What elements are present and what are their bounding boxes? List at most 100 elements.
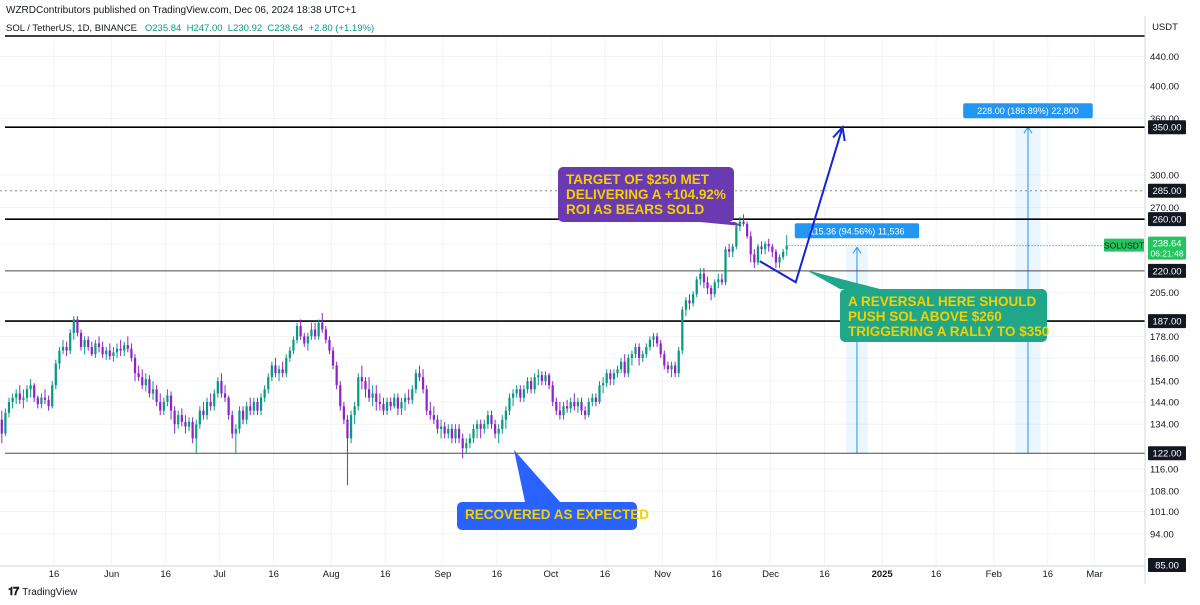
candle-body xyxy=(137,373,140,378)
measure-label-bg xyxy=(963,103,1093,119)
candle-body xyxy=(69,332,72,351)
y-tick-label: 94.00 xyxy=(1150,529,1174,540)
candle-body xyxy=(760,246,763,250)
candle-body xyxy=(601,383,605,386)
callout-text: DELIVERING A +104.92% xyxy=(566,187,726,202)
candle-body xyxy=(565,406,569,409)
candle-body xyxy=(97,343,101,347)
candle-body xyxy=(393,397,396,407)
candle-body xyxy=(605,373,608,384)
candle-body xyxy=(295,326,299,340)
candle-body xyxy=(641,354,644,358)
symbol-tag-bg xyxy=(1104,238,1144,252)
candle-body xyxy=(7,401,11,413)
candle-body xyxy=(331,350,335,366)
candle-body xyxy=(540,375,544,382)
candle-body xyxy=(659,343,662,355)
candle-body xyxy=(558,410,562,416)
candle-body xyxy=(753,254,756,263)
candle-body xyxy=(472,428,475,439)
x-tick-label: 16 xyxy=(160,569,171,580)
x-tick-label: Sep xyxy=(434,569,451,580)
candle-body xyxy=(11,397,14,402)
candle-body xyxy=(490,415,493,425)
candle-body xyxy=(292,339,295,351)
callout-tail xyxy=(700,222,742,226)
candle-body xyxy=(15,393,18,398)
candle-body xyxy=(403,397,407,402)
candle-body xyxy=(310,329,313,337)
candle-body xyxy=(479,424,482,429)
candle-body xyxy=(724,249,727,283)
candle-body xyxy=(616,369,619,374)
candle-body xyxy=(637,346,641,358)
candle-body xyxy=(25,389,29,398)
candle-body xyxy=(767,243,770,247)
candle-body xyxy=(764,243,767,250)
candle-body xyxy=(259,397,263,411)
candle-body xyxy=(746,223,749,237)
x-tick-label: Oct xyxy=(544,569,559,580)
candle-body xyxy=(22,397,25,400)
candle-body xyxy=(450,428,453,439)
level-price-label: 187.00 xyxy=(1152,317,1181,328)
candle-body xyxy=(321,322,324,330)
candle-body xyxy=(749,236,752,255)
candle-body xyxy=(627,357,630,374)
candle-body xyxy=(33,385,36,398)
candle-body xyxy=(353,406,356,416)
candle-body xyxy=(486,415,490,425)
candle-body xyxy=(335,365,338,386)
candle-body xyxy=(101,346,104,355)
candle-body xyxy=(529,381,533,390)
tradingview-logo[interactable]: 𝟏𝟕 TradingView xyxy=(8,586,77,599)
level-price-tag xyxy=(1148,446,1186,461)
candle-body xyxy=(655,336,659,344)
candle-body xyxy=(29,385,32,390)
callout-text: PUSH SOL ABOVE $260 xyxy=(848,309,1002,324)
candle-body xyxy=(241,410,245,420)
level-price-tag xyxy=(1148,314,1186,329)
candle-body xyxy=(65,346,68,351)
candle-body xyxy=(475,424,479,429)
candle-body xyxy=(648,339,652,347)
candle-body xyxy=(717,279,720,283)
candle-body xyxy=(173,410,176,425)
candle-body xyxy=(371,393,374,398)
candle-body xyxy=(360,377,363,382)
y-tick-label: 101.00 xyxy=(1150,507,1179,518)
candle-body xyxy=(249,406,252,411)
candle-body xyxy=(367,389,371,398)
candle-body xyxy=(562,406,565,416)
level-price-tag xyxy=(1148,263,1186,278)
time-axis[interactable]: 16 Jun 16 Jul 16 Aug 16 Sep 16 Oct 16 Nov 16 Dec 16 202… xyxy=(0,565,1145,580)
candle-body xyxy=(220,381,223,394)
level-price-tag xyxy=(1148,120,1186,135)
callout-text: TARGET OF $250 MET xyxy=(566,172,710,187)
y-tick-label: 300.00 xyxy=(1150,170,1179,181)
horizontal-levels xyxy=(0,35,1145,454)
candle-body xyxy=(155,389,158,402)
candle-body xyxy=(36,397,39,405)
last-price-label: 238.64 xyxy=(1152,239,1181,250)
candle-body xyxy=(112,352,115,357)
candle-body xyxy=(328,339,331,351)
candle-body xyxy=(313,329,317,337)
x-tick-label: 16 xyxy=(492,569,503,580)
ohlc-low: L230.92 xyxy=(227,23,263,34)
callout-box xyxy=(457,502,637,530)
candle-body xyxy=(40,397,43,405)
candle-body xyxy=(630,354,634,358)
price-axis[interactable]: USDT440.00400.00360.00300.00270.00240.00… xyxy=(1104,16,1200,584)
candle-body xyxy=(688,300,691,304)
candle-body xyxy=(141,377,144,386)
projection-arrow xyxy=(759,124,846,284)
level-price-tag xyxy=(1148,212,1186,227)
x-tick-label: 16 xyxy=(819,569,830,580)
candle-body xyxy=(299,326,302,337)
y-tick-label: 144.00 xyxy=(1150,397,1179,408)
projection-arrow-head xyxy=(832,124,846,142)
candle-body xyxy=(439,426,443,429)
candle-body xyxy=(692,294,695,304)
